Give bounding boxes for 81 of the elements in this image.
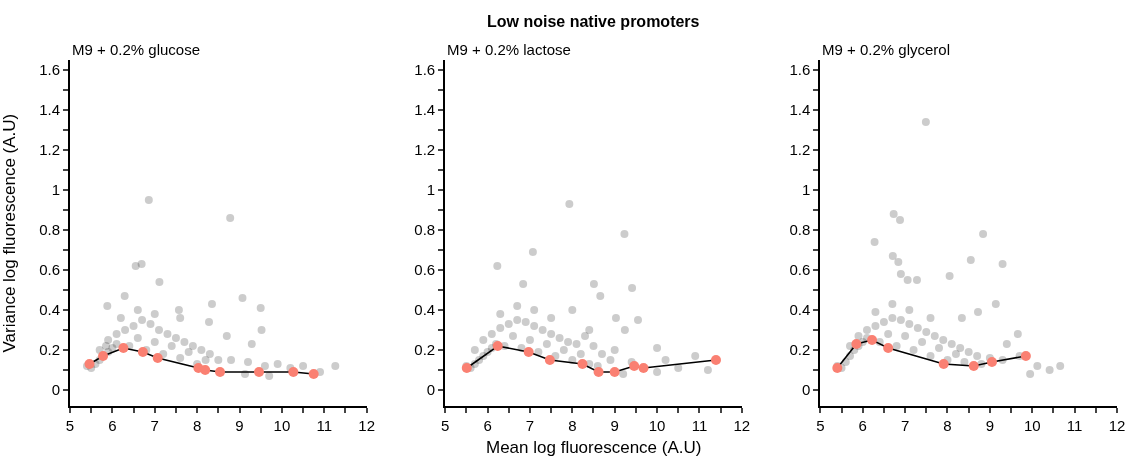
x-tick-label: 8 (192, 417, 202, 434)
point (84, 359, 95, 369)
x-tick-label: 7 (525, 417, 535, 434)
point (968, 361, 979, 371)
y-tick-label: 0.8 (414, 221, 436, 239)
y-tick-label: 0.2 (789, 341, 811, 359)
y-tick-label: 0 (802, 381, 811, 399)
y-tick-label: 0.4 (39, 301, 60, 319)
x-tick-label: 5 (816, 417, 825, 434)
y-tick-label: 0.8 (789, 221, 811, 239)
point (1020, 351, 1031, 361)
point (544, 355, 555, 365)
point (883, 343, 894, 353)
y-tick-label: 0.2 (39, 341, 60, 359)
point (200, 365, 211, 375)
y-tick-label: 0.4 (414, 301, 436, 319)
y-tick-label: 0.6 (39, 261, 60, 279)
y-tick-label: 1 (802, 181, 811, 199)
x-tick-label: 9 (985, 417, 995, 434)
y-tick-label: 1.6 (789, 61, 811, 79)
point (609, 367, 620, 377)
point (867, 335, 878, 345)
y-tick-label: 1.6 (39, 61, 60, 79)
x-tick-label: 10 (648, 417, 666, 434)
y-tick-label: 0.4 (789, 301, 811, 319)
y-tick-label: 1.2 (789, 141, 811, 159)
point (629, 361, 640, 371)
point (523, 347, 534, 357)
y-tick-label: 1.4 (39, 101, 60, 119)
point (137, 347, 148, 357)
x-tick-label: 7 (150, 417, 159, 434)
point (986, 357, 997, 367)
chart-subtitle: M9 + 0.2% lactose (447, 41, 571, 58)
x-tick-label: 6 (858, 417, 867, 434)
x-tick-label: 11 (316, 417, 333, 434)
point (308, 369, 319, 379)
point (254, 367, 265, 377)
x-tick-label: 11 (691, 417, 708, 434)
point (215, 367, 226, 377)
y-tick-label: 1.4 (414, 101, 436, 119)
y-tick-label: 1.4 (789, 101, 811, 119)
y-tick-label: 0.8 (39, 221, 60, 239)
y-tick-label: 0.6 (789, 261, 811, 279)
x-tick-label: 10 (1023, 417, 1041, 434)
y-tick-label: 1.6 (414, 61, 436, 79)
x-tick-label: 5 (441, 417, 450, 434)
point (938, 359, 949, 369)
x-tick-label: 8 (943, 417, 952, 434)
point (577, 359, 588, 369)
y-tick-label: 1.2 (414, 141, 436, 159)
x-tick-label: 9 (235, 417, 244, 434)
x-tick-label: 12 (358, 417, 375, 434)
chart-subtitle: M9 + 0.2% glycerol (822, 41, 950, 58)
x-tick-label: 11 (1066, 417, 1083, 434)
point (98, 351, 109, 361)
y-tick-label: 1 (51, 181, 60, 199)
x-tick-label: 5 (65, 417, 75, 434)
y-tick-label: 1 (426, 181, 436, 199)
x-tick-label: 12 (1108, 417, 1126, 434)
x-tick-label: 6 (108, 417, 117, 434)
y-axis-title: Variance log fluorescence (A.U) (0, 113, 19, 353)
point (593, 367, 604, 377)
x-tick-label: 6 (483, 417, 492, 434)
x-tick-label: 8 (568, 417, 577, 434)
y-tick-label: 0.6 (414, 261, 436, 279)
y-tick-label: 1.2 (39, 141, 60, 159)
y-tick-label: 0 (426, 381, 436, 399)
point (152, 353, 163, 363)
x-tick-label: 12 (733, 417, 751, 434)
y-tick-label: 0 (51, 381, 60, 399)
x-tick-label: 7 (900, 417, 910, 434)
point (118, 343, 129, 353)
chart-title: Low noise native promoters (487, 13, 700, 30)
point (710, 355, 721, 365)
x-axis-title: Mean log fluorescence (A.U) (486, 438, 702, 457)
point (288, 367, 299, 377)
y-tick-label: 0.2 (414, 341, 436, 359)
point (638, 363, 649, 373)
chart-subtitle: M9 + 0.2% glucose (72, 41, 200, 58)
x-tick-label: 10 (273, 417, 291, 434)
x-tick-label: 9 (610, 417, 619, 434)
